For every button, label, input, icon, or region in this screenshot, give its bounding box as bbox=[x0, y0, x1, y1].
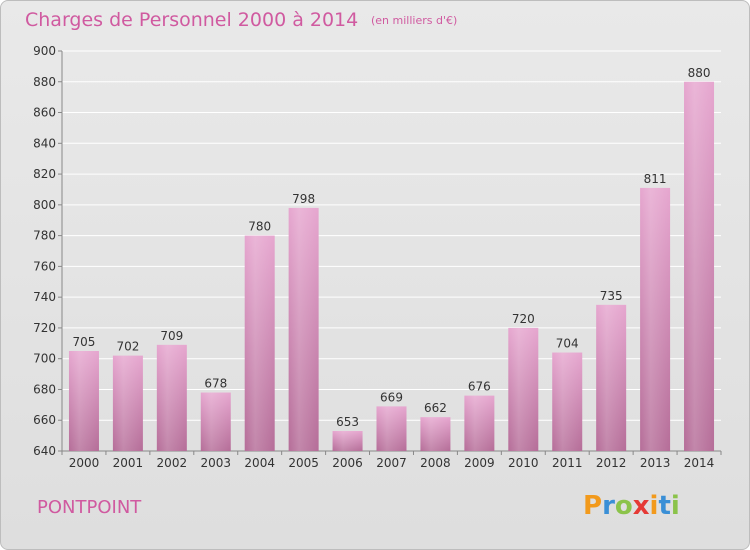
bar-highlight bbox=[288, 207, 319, 451]
chart-subtitle: (en milliers d'€) bbox=[371, 14, 458, 27]
y-tick-label: 800 bbox=[33, 198, 56, 212]
x-tick-label: 2014 bbox=[684, 456, 715, 470]
bars bbox=[68, 81, 715, 452]
x-tick-label: 2012 bbox=[596, 456, 627, 470]
bar-highlight bbox=[156, 344, 187, 451]
bar-highlight bbox=[332, 431, 363, 451]
bar-value-label: 735 bbox=[600, 289, 623, 303]
x-tick-label: 2003 bbox=[200, 456, 231, 470]
bar-value-label: 678 bbox=[204, 377, 227, 391]
x-tick-label: 2013 bbox=[640, 456, 671, 470]
y-tick-label: 660 bbox=[33, 413, 56, 427]
bar-highlight bbox=[68, 351, 99, 451]
bar-highlight bbox=[420, 417, 451, 451]
proxiti-logo: Proxiti bbox=[583, 491, 680, 521]
bar-value-label: 653 bbox=[336, 415, 359, 429]
logo-letter: P bbox=[583, 491, 603, 521]
y-tick-label: 780 bbox=[33, 229, 56, 243]
bar-value-label: 709 bbox=[160, 329, 183, 343]
x-tick-label: 2004 bbox=[244, 456, 275, 470]
bar-value-label: 880 bbox=[688, 66, 711, 80]
bar-highlight bbox=[112, 355, 143, 451]
logo-letter: o bbox=[614, 491, 633, 521]
y-tick-labels: 640 660 680 700 720 740 760 780 800 820 840 860 880 9… bbox=[33, 44, 56, 458]
bar-value-label: 705 bbox=[73, 335, 96, 349]
x-tick-label: 2005 bbox=[288, 456, 319, 470]
bar-value-label: 702 bbox=[116, 340, 139, 354]
bar-value-label: 811 bbox=[644, 172, 667, 186]
y-tick-label: 840 bbox=[33, 136, 56, 150]
bar-highlight bbox=[640, 187, 671, 451]
bar-highlight bbox=[200, 392, 231, 451]
chart-title: Charges de Personnel 2000 à 2014 bbox=[25, 9, 359, 31]
x-tick-label: 2000 bbox=[69, 456, 100, 470]
y-tick-label: 700 bbox=[33, 352, 56, 366]
x-tick-labels: 2000 2001 2002 2003 2004 2005 2006 2007 2008 2009… bbox=[69, 456, 715, 470]
x-tick-label: 2007 bbox=[376, 456, 407, 470]
y-tick-label: 760 bbox=[33, 259, 56, 273]
x-tick-label: 2009 bbox=[464, 456, 495, 470]
commune-name: PONTPOINT bbox=[37, 497, 142, 518]
bar-value-label: 704 bbox=[556, 337, 579, 351]
x-tick-label: 2002 bbox=[157, 456, 188, 470]
x-tick-label: 2010 bbox=[508, 456, 539, 470]
bar-highlight bbox=[376, 406, 407, 451]
bar-highlight bbox=[552, 352, 583, 451]
y-tick-label: 860 bbox=[33, 106, 56, 120]
y-tick-label: 640 bbox=[33, 444, 56, 458]
y-tick-label: 880 bbox=[33, 75, 56, 89]
x-tick-label: 2006 bbox=[332, 456, 363, 470]
logo-letter: i bbox=[649, 491, 659, 521]
bar-value-label: 676 bbox=[468, 380, 491, 394]
logo-letter: x bbox=[632, 491, 650, 521]
logo-letter: i bbox=[670, 491, 680, 521]
logo-letter: t bbox=[658, 491, 671, 521]
bar-value-label: 720 bbox=[512, 312, 535, 326]
y-tick-label: 820 bbox=[33, 167, 56, 181]
x-tick-label: 2008 bbox=[420, 456, 451, 470]
bar-highlight bbox=[464, 395, 495, 451]
y-tick-label: 720 bbox=[33, 321, 56, 335]
y-tick-label: 740 bbox=[33, 290, 56, 304]
bar-highlight bbox=[596, 304, 627, 451]
bar-value-label: 780 bbox=[248, 220, 271, 234]
bar-highlight bbox=[244, 235, 275, 451]
bar-value-label: 798 bbox=[292, 192, 315, 206]
bar-value-label: 662 bbox=[424, 401, 447, 415]
bar-value-labels: 705 702 709 678 780 798 653 669 662 676 720 704 735 8… bbox=[73, 66, 711, 429]
logo-letter: r bbox=[602, 491, 615, 521]
bar-value-label: 669 bbox=[380, 390, 403, 404]
y-tick-label: 680 bbox=[33, 382, 56, 396]
bar-highlight bbox=[508, 327, 539, 451]
bar-highlight bbox=[684, 81, 715, 452]
y-tick-label: 900 bbox=[33, 44, 56, 58]
x-tick-label: 2011 bbox=[552, 456, 583, 470]
x-tick-label: 2001 bbox=[113, 456, 144, 470]
